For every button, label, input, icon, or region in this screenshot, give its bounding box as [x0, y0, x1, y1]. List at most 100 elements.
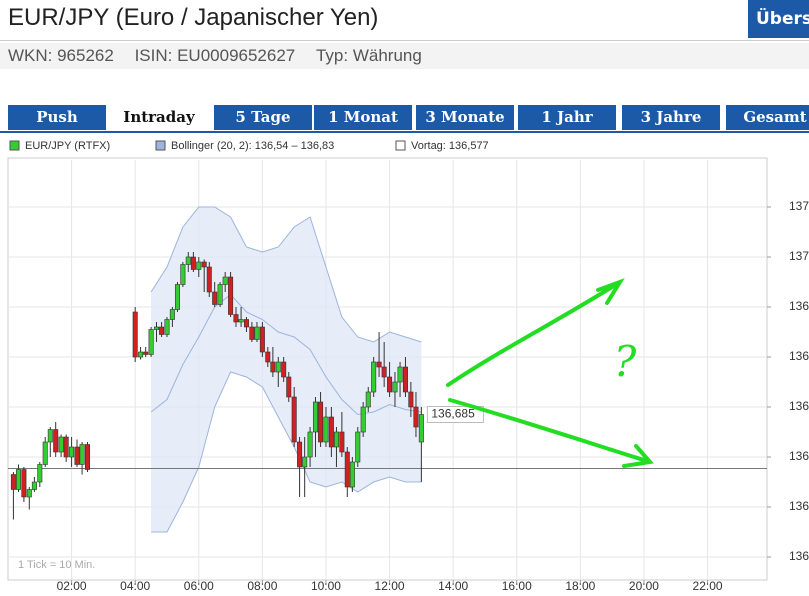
candle-body — [180, 264, 186, 285]
y-tick-label: 136,7 — [789, 399, 809, 413]
isin: ISIN: EU0009652627 — [134, 46, 296, 65]
candle-body — [228, 276, 234, 315]
candle-body — [344, 451, 350, 488]
candle-body — [69, 446, 75, 458]
annotation-arrow-down — [448, 398, 654, 468]
last-price-box — [426, 406, 484, 423]
candle-body — [47, 429, 53, 443]
candle-body — [307, 431, 313, 458]
candle-body — [15, 469, 21, 490]
candle-body — [196, 261, 202, 270]
bollinger-middle — [150, 293, 422, 416]
candle-body — [42, 441, 48, 465]
bollinger-lower — [151, 371, 422, 533]
candle-body — [159, 326, 165, 335]
candle-body — [238, 319, 244, 323]
tab[interactable]: 3 Monate — [416, 105, 514, 130]
tab[interactable]: 5 Tage — [214, 105, 312, 130]
candle-body — [408, 391, 414, 408]
candle-body — [360, 406, 366, 433]
x-tick-label: 22:00 — [693, 579, 723, 593]
candle-body — [297, 441, 303, 468]
candle-body — [164, 319, 170, 335]
candle-body — [243, 319, 249, 328]
x-tick-label: 16:00 — [502, 579, 532, 593]
candle-body — [275, 361, 281, 373]
candle-body — [132, 311, 138, 358]
y-tick-label: 136,6 — [789, 449, 809, 463]
x-tick-label: 06:00 — [184, 579, 214, 593]
y-tick-label: 137,0 — [789, 249, 809, 263]
candle-body — [259, 326, 265, 353]
candle-body — [365, 391, 371, 408]
legend-series: EUR/JPY (RTFX) — [25, 140, 110, 152]
tab[interactable]: Gesamt — [726, 105, 809, 130]
candle-body — [10, 474, 16, 490]
y-tick-label: 137,1 — [789, 199, 809, 213]
x-tick-label: 02:00 — [57, 579, 87, 593]
candle-body — [63, 436, 69, 458]
candle-body — [270, 361, 276, 373]
candle-body — [74, 446, 80, 465]
candle-body — [31, 481, 37, 490]
y-tick-label: 136,4 — [789, 549, 809, 563]
candle-body — [249, 326, 255, 340]
candle-body — [355, 431, 361, 463]
tab[interactable]: Push — [8, 105, 106, 130]
candle-body — [84, 444, 90, 470]
last-price-label: 136,685 — [431, 407, 475, 421]
candle-body — [265, 351, 271, 363]
x-tick-label: 08:00 — [247, 579, 277, 593]
candle-body — [291, 396, 297, 443]
candle-body — [206, 266, 212, 293]
candle-body — [233, 314, 239, 323]
candle-body — [185, 256, 191, 265]
legend-bollinger-swatch — [155, 140, 166, 151]
candle-body — [212, 291, 218, 305]
candle-body — [333, 431, 339, 448]
candle-body — [169, 309, 175, 320]
candle-body — [418, 414, 424, 443]
candle-body — [201, 261, 207, 268]
candle-body — [286, 376, 292, 398]
x-tick-label: 10:00 — [311, 579, 341, 593]
tab[interactable]: 1 Monat — [314, 105, 412, 130]
candle-body — [222, 276, 228, 285]
candle-body — [26, 489, 32, 498]
tab[interactable]: 3 Jahre — [622, 105, 720, 130]
y-tick-label: 136,5 — [789, 499, 809, 513]
candle-body — [153, 326, 159, 330]
candle-body — [281, 361, 287, 378]
candle-body — [328, 416, 334, 448]
candle-body — [302, 456, 308, 468]
type: Typ: Währung — [315, 46, 422, 65]
tab[interactable]: Intraday — [110, 105, 208, 130]
divider — [0, 40, 809, 41]
candle-body — [174, 284, 180, 310]
candle-body — [148, 329, 154, 355]
candle-body — [413, 406, 419, 428]
legend-previous-close: Vortag: 136,577 — [411, 140, 489, 152]
candle-body — [143, 351, 149, 355]
candle-body — [349, 461, 355, 488]
candle-body — [37, 464, 43, 483]
legend-bollinger: Bollinger (20, 2): 136,54 – 136,83 — [171, 140, 334, 152]
candle-body — [402, 366, 408, 393]
page-title: EUR/JPY (Euro / Japanischer Yen) — [8, 4, 379, 31]
x-tick-label: 04:00 — [120, 579, 150, 593]
candle-body — [190, 256, 196, 270]
tab[interactable]: 1 Jahr — [518, 105, 616, 130]
overview-button[interactable]: Übers — [748, 0, 809, 38]
x-tick-label: 12:00 — [375, 579, 405, 593]
candle-body — [217, 284, 223, 305]
candle-body — [53, 429, 59, 453]
candle-body — [339, 431, 345, 453]
candle-body — [381, 366, 387, 378]
candle-body — [397, 366, 403, 383]
annotation-question: ? — [614, 337, 637, 386]
candle-body — [58, 436, 64, 453]
y-tick-label: 136,9 — [789, 299, 809, 313]
candle-body — [254, 326, 260, 340]
legend-series-swatch — [9, 140, 20, 151]
